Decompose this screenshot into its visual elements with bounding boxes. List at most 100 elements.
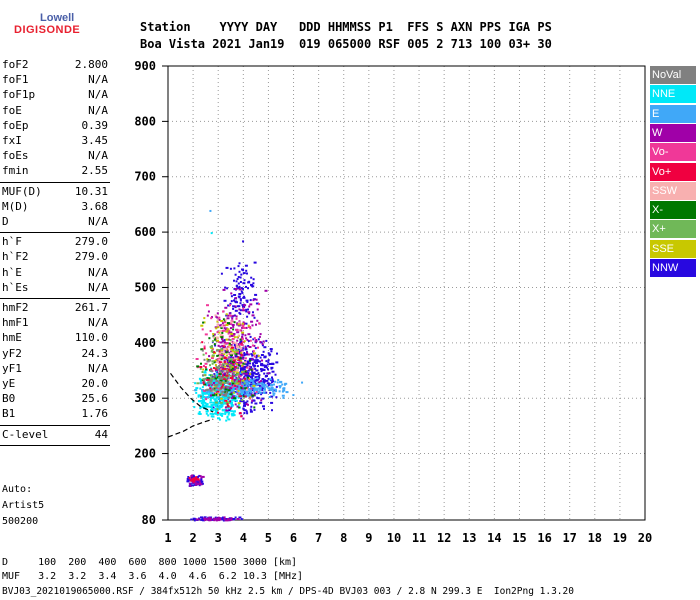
data-point-sse — [220, 349, 224, 352]
data-point-vo — [233, 334, 236, 337]
data-point-noval — [207, 381, 211, 384]
data-point-w — [254, 340, 258, 343]
data-point-vo — [238, 343, 241, 346]
data-point-ssw — [216, 323, 219, 326]
data-point-vo — [190, 479, 193, 482]
data-point-nne — [237, 384, 240, 387]
data-point-vo — [202, 381, 205, 384]
data-point-ssw — [220, 351, 224, 354]
data-point-e — [255, 392, 258, 395]
data-point-nnw — [197, 475, 200, 478]
data-point-nnw — [262, 350, 265, 353]
data-point-nnw — [234, 273, 237, 276]
data-point-w — [221, 344, 224, 347]
data-point-vo — [240, 342, 243, 345]
data-point-w — [260, 380, 262, 383]
data-point-nnw — [263, 372, 266, 375]
data-point-e — [285, 391, 289, 394]
data-point-w — [208, 384, 210, 387]
data-point-vo — [195, 476, 198, 479]
data-point-vo — [238, 380, 241, 383]
data-point-nnw — [275, 361, 279, 364]
data-point-ssw — [237, 334, 240, 337]
param-row-fmin: fmin 2.55 — [2, 164, 108, 179]
data-point-nnw — [265, 379, 269, 382]
data-point-w — [245, 403, 248, 406]
data-point-vo — [224, 399, 228, 402]
legend-item-vo: Vo- — [650, 143, 696, 162]
data-point-nne — [216, 413, 219, 416]
data-point-nnw — [251, 374, 255, 377]
data-point-x — [212, 340, 214, 343]
data-point-vo — [239, 383, 242, 386]
data-point-w — [201, 475, 205, 478]
data-point-vo — [228, 383, 231, 385]
data-point-vo — [251, 368, 254, 371]
data-point-vo — [246, 366, 249, 369]
data-point-nnw — [238, 262, 241, 265]
data-point-sse — [240, 359, 243, 362]
legend-item-vo: Vo+ — [650, 162, 696, 181]
data-point-w — [236, 331, 240, 334]
data-point-nne — [229, 391, 232, 394]
data-point-sse — [232, 370, 236, 373]
data-point-nnw — [243, 296, 246, 299]
data-point-vo — [231, 378, 234, 381]
param-value: 261.7 — [74, 301, 108, 314]
x-tick-label: 19 — [613, 531, 627, 545]
data-point-w — [250, 320, 254, 323]
data-point-w — [238, 320, 241, 323]
data-point-x — [242, 395, 245, 398]
data-point-vo — [232, 363, 235, 366]
data-point-nnw — [252, 371, 256, 374]
param-row-md: M(D) 3.68 — [2, 200, 108, 215]
data-point-nnw — [200, 478, 203, 481]
data-point-vo — [218, 353, 222, 356]
param-row-hmf1: hmF1 N/A — [2, 316, 108, 331]
data-point-ssw — [230, 341, 233, 344]
data-point-e — [272, 394, 275, 397]
data-point-nnw — [252, 282, 255, 285]
data-point-x — [227, 389, 231, 392]
data-point-w — [228, 356, 231, 359]
data-point-nne — [227, 394, 230, 397]
data-point-vo — [221, 329, 224, 332]
data-point-w — [244, 346, 247, 349]
data-point-vo — [213, 367, 215, 370]
data-point-vo — [210, 317, 213, 320]
data-point-x — [235, 353, 238, 356]
data-point-nnw — [261, 389, 264, 392]
data-point-vo — [240, 355, 243, 358]
param-value: 110.0 — [74, 331, 108, 345]
data-point-e — [225, 389, 229, 392]
legend-item-sse: SSE — [650, 239, 696, 258]
data-point-nne — [204, 405, 207, 408]
data-point-w — [255, 298, 258, 301]
data-point-nne — [201, 404, 204, 406]
data-point-nnw — [261, 364, 264, 367]
data-point-sse — [241, 370, 244, 373]
data-point-nne — [224, 411, 228, 414]
data-point-w — [206, 314, 209, 317]
data-point-x — [212, 377, 215, 380]
data-point-w — [232, 356, 235, 359]
data-point-e — [206, 391, 209, 394]
data-point-nnw — [235, 284, 238, 287]
data-point-sse — [214, 364, 217, 366]
data-point-w — [241, 326, 244, 329]
data-point-sse — [220, 320, 224, 322]
data-point-w — [230, 361, 234, 364]
data-point-w — [248, 365, 251, 368]
data-point-vo — [194, 478, 197, 481]
data-point-sse — [229, 348, 233, 351]
data-point-e — [277, 379, 280, 381]
data-point-nnw — [254, 293, 258, 296]
data-point-vo — [244, 395, 247, 398]
data-point-w — [235, 315, 238, 318]
data-point-nne — [212, 413, 215, 416]
data-point-nnw — [255, 302, 259, 305]
data-point-w — [219, 341, 223, 344]
data-point-vo — [251, 344, 254, 347]
data-point-w — [215, 518, 218, 521]
data-point-nnw — [235, 301, 238, 304]
